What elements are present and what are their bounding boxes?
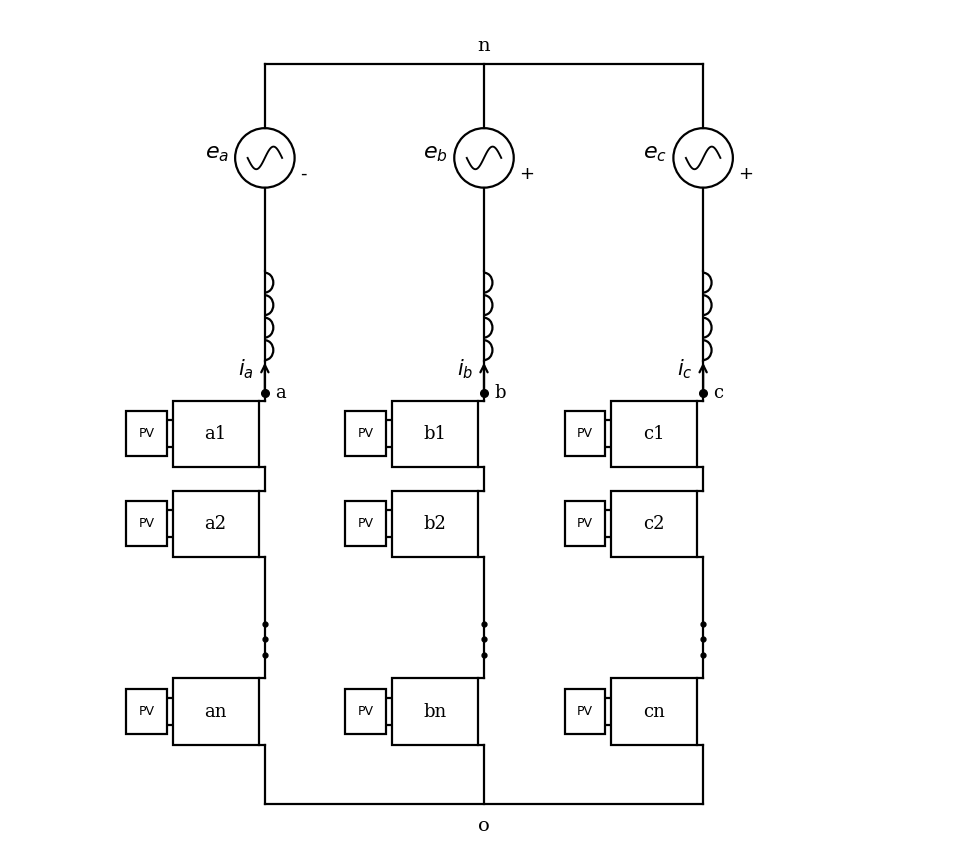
Text: an: an (204, 703, 227, 721)
Text: c: c (713, 383, 723, 402)
Text: a1: a1 (204, 425, 227, 443)
Bar (392, 490, 478, 557)
Bar (564, 689, 605, 734)
Bar (611, 490, 697, 557)
Text: $e_{a}$: $e_{a}$ (204, 142, 228, 165)
Text: +: + (519, 165, 534, 182)
Bar (564, 411, 605, 456)
Bar (127, 411, 167, 456)
Text: $i_{a}$: $i_{a}$ (238, 357, 254, 381)
Bar (172, 490, 258, 557)
Text: bn: bn (423, 703, 446, 721)
Text: PV: PV (577, 427, 593, 440)
Text: PV: PV (138, 517, 155, 530)
Bar (172, 400, 258, 467)
Text: b1: b1 (423, 425, 446, 443)
Text: $i_{b}$: $i_{b}$ (457, 357, 473, 381)
Text: c1: c1 (643, 425, 665, 443)
Bar (172, 678, 258, 745)
Text: PV: PV (138, 427, 155, 440)
Text: b2: b2 (423, 515, 446, 533)
Text: c2: c2 (643, 515, 665, 533)
Text: b: b (495, 383, 505, 402)
Text: -: - (300, 165, 307, 182)
Bar (392, 400, 478, 467)
Bar (611, 400, 697, 467)
Text: o: o (478, 817, 490, 835)
Bar (127, 501, 167, 546)
Bar (346, 411, 386, 456)
Text: $i_{c}$: $i_{c}$ (677, 357, 692, 381)
Bar (611, 678, 697, 745)
Text: PV: PV (358, 705, 374, 718)
Bar (346, 501, 386, 546)
Bar (392, 678, 478, 745)
Text: n: n (477, 36, 491, 54)
Bar (564, 501, 605, 546)
Text: a: a (275, 383, 286, 402)
Text: PV: PV (138, 705, 155, 718)
Text: PV: PV (358, 427, 374, 440)
Text: a2: a2 (204, 515, 227, 533)
Text: cn: cn (643, 703, 665, 721)
Bar (127, 689, 167, 734)
Text: +: + (739, 165, 753, 182)
Text: PV: PV (577, 517, 593, 530)
Text: $e_{c}$: $e_{c}$ (643, 142, 667, 165)
Text: PV: PV (577, 705, 593, 718)
Bar (346, 689, 386, 734)
Text: PV: PV (358, 517, 374, 530)
Text: $e_{b}$: $e_{b}$ (423, 142, 448, 165)
